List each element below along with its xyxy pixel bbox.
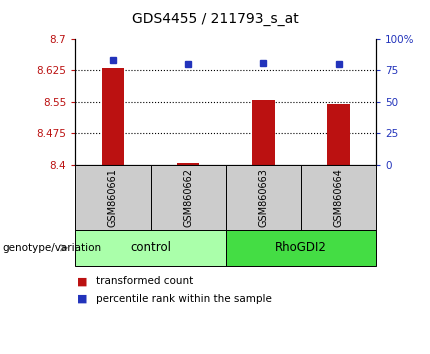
Text: ■: ■ (77, 276, 88, 286)
Text: control: control (130, 241, 171, 254)
Text: ■: ■ (77, 294, 88, 304)
Bar (101, 68, 124, 165)
Text: GSM860662: GSM860662 (183, 168, 193, 227)
Bar (252, 100, 275, 165)
Text: GSM860661: GSM860661 (108, 168, 118, 227)
Bar (327, 104, 350, 165)
Text: percentile rank within the sample: percentile rank within the sample (96, 294, 272, 304)
Bar (177, 162, 200, 165)
Text: genotype/variation: genotype/variation (2, 243, 101, 253)
Text: transformed count: transformed count (96, 276, 193, 286)
Text: GSM860663: GSM860663 (258, 168, 268, 227)
Text: GDS4455 / 211793_s_at: GDS4455 / 211793_s_at (132, 12, 298, 27)
Text: RhoGDI2: RhoGDI2 (275, 241, 327, 254)
Text: GSM860664: GSM860664 (334, 168, 344, 227)
